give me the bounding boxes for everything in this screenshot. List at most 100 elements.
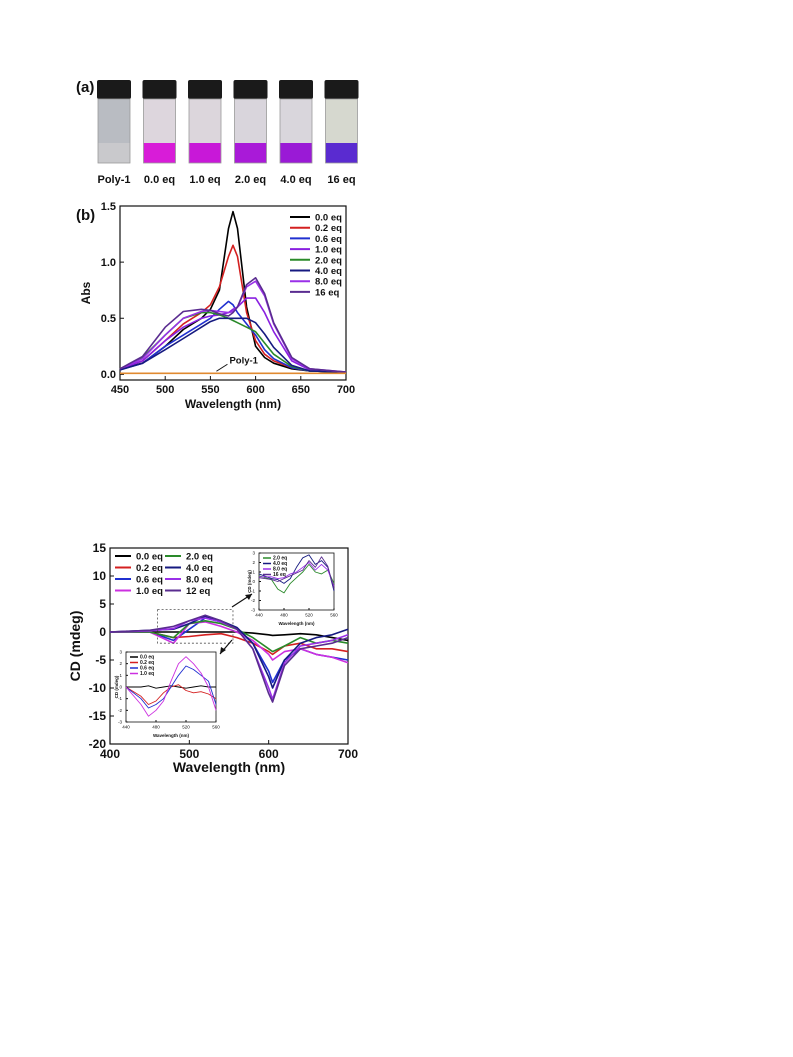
abs-legend-label: 16 eq	[315, 287, 339, 298]
vial-label: 0.0 eq	[144, 174, 175, 186]
vial-label: Poly-1	[97, 174, 130, 186]
vial: 1.0 eq	[188, 80, 222, 186]
cd-inset-y-axis-label: CD (mdeg)	[114, 675, 119, 698]
vial-cap	[324, 80, 359, 99]
cd-y-tick-label: -20	[89, 737, 107, 751]
vial-photo-panel: (a) Poly-1 0.0 eq 1.0 eq 2.0 eq 4.0 eq 16 eq	[76, 79, 359, 186]
cd-inset-series-line	[259, 562, 335, 587]
cd-inset-x-tick-label: 560	[330, 613, 338, 618]
abs-plot-frame	[119, 205, 347, 381]
vial-liquid	[98, 143, 130, 163]
cd-plot-frame	[109, 547, 349, 745]
cd-inset-y-tick-label: -2	[251, 598, 255, 603]
cd-inset-series-line	[258, 556, 335, 590]
cd-inset-legend-label: 0.2 eq	[140, 660, 154, 666]
vial: 16 eq	[324, 80, 359, 186]
vial: 4.0 eq	[279, 80, 313, 186]
panel-b-label: (b)	[76, 207, 95, 224]
cd-series-line	[109, 614, 349, 703]
cd-y-tick-label: -15	[89, 709, 107, 723]
cd-x-axis-label: Wavelength (nm)	[173, 759, 285, 775]
cd-inset-legend-label: 8.0 eq	[273, 567, 287, 573]
cd-inset-series-line	[125, 656, 217, 717]
vial-liquid	[143, 143, 176, 163]
abs-legend-label: 0.2 eq	[315, 223, 342, 234]
cd-legend-label: 0.0 eq	[136, 552, 163, 563]
abs-legend-label: 4.0 eq	[315, 266, 342, 277]
vial-label: 2.0 eq	[235, 174, 266, 186]
vial-liquid	[234, 143, 267, 163]
cd-series-line	[110, 620, 349, 653]
abs-series-line	[119, 277, 347, 373]
abs-x-tick-label: 550	[201, 384, 219, 396]
abs-legend-label: 0.6 eq	[315, 234, 342, 245]
abs-y-axis-label: Abs	[79, 281, 93, 304]
abs-legend-label: 1.0 eq	[315, 245, 342, 256]
cd-y-tick-label: 15	[93, 541, 107, 555]
cd-zoom-region	[157, 609, 234, 644]
absorbance-chart: (b) 450 500 550 600 650 700 0.0 0.5 1.0 1.5 Wavele…	[76, 201, 355, 411]
cd-legend-label: 1.0 eq	[136, 586, 163, 597]
vial-outline	[234, 98, 267, 164]
cd-inset-legend-label: 4.0 eq	[273, 561, 287, 567]
abs-legend-label: 0.0 eq	[315, 213, 342, 224]
cd-inset-arrow-head	[220, 647, 226, 654]
cd-inset-x-tick-label: 440	[255, 613, 263, 618]
abs-series-line	[119, 317, 347, 373]
cd-inset-x-tick-label: 520	[305, 613, 313, 618]
abs-y-tick-label: 1.5	[101, 201, 116, 213]
cd-inset-legend-label: 0.0 eq	[140, 655, 154, 661]
cd-inset-lower: 440 480 520 560 3 2 1 0 -1 -2 -3 Wavelength (nm) CD …	[114, 650, 220, 738]
vial-liquid	[189, 143, 221, 163]
cd-inset-series-line	[258, 563, 335, 594]
abs-y-tick-label: 1.0	[101, 257, 116, 269]
vial-cap	[233, 80, 268, 99]
cd-inset-y-tick-label: -1	[118, 696, 122, 701]
cd-y-tick-label: 10	[93, 569, 107, 583]
cd-x-tick-label: 500	[179, 747, 199, 761]
vial-outline	[279, 98, 313, 164]
abs-x-tick-label: 600	[246, 384, 264, 396]
cd-inset-series-line	[126, 685, 216, 689]
cd-inset-x-tick-label: 440	[122, 725, 130, 730]
vial-row: Poly-1 0.0 eq 1.0 eq 2.0 eq 4.0 eq 16 eq	[97, 80, 359, 186]
vial-outline	[97, 98, 131, 164]
abs-annotation-arrow	[216, 363, 228, 372]
vial-outline	[188, 98, 222, 164]
abs-x-tick-label: 500	[156, 384, 174, 396]
cd-x-tick-label: 700	[338, 747, 358, 761]
cd-x-tick-label: 600	[259, 747, 279, 761]
cd-inset-arrow-head	[245, 594, 252, 600]
cd-inset-y-tick-label: 2	[119, 661, 122, 666]
abs-y-tick-label: 0.0	[101, 369, 116, 381]
abs-series-line	[119, 210, 347, 373]
abs-series-line	[119, 300, 347, 373]
cd-inset-legend-label: 2.0 eq	[273, 556, 287, 562]
cd-y-tick-label: -10	[89, 681, 107, 695]
cd-y-tick-label: -5	[95, 653, 106, 667]
vial-cap	[279, 80, 313, 99]
vial: 0.0 eq	[142, 80, 177, 186]
abs-x-tick-label: 650	[292, 384, 310, 396]
cd-legend-label: 0.2 eq	[136, 563, 163, 574]
vial-label: 16 eq	[327, 174, 355, 186]
abs-series-line	[119, 244, 347, 373]
cd-inset-y-tick-label: 0	[252, 579, 255, 584]
cd-inset-series-line	[125, 684, 217, 705]
cd-inset-series-line	[258, 554, 335, 592]
cd-inset-x-axis-label: Wavelength (nm)	[153, 733, 190, 738]
cd-legend-label: 12 eq	[186, 586, 210, 597]
abs-x-tick-label: 450	[111, 384, 129, 396]
cd-legend-label: 8.0 eq	[186, 575, 213, 586]
cd-inset-legend-label: 16 eq	[273, 572, 286, 578]
vial-cap	[142, 80, 177, 99]
cd-inset-y-tick-label: 0	[119, 685, 122, 690]
vial-outline	[143, 98, 176, 164]
abs-legend-label: 2.0 eq	[315, 255, 342, 266]
cd-inset-y-axis-label: CD (mdeg)	[247, 570, 252, 593]
cd-legend-label: 0.6 eq	[136, 575, 163, 586]
vial-cap	[97, 80, 131, 99]
cd-inset-legend-label: 1.0 eq	[140, 671, 154, 677]
cd-inset-legend-label: 0.6 eq	[140, 666, 154, 672]
